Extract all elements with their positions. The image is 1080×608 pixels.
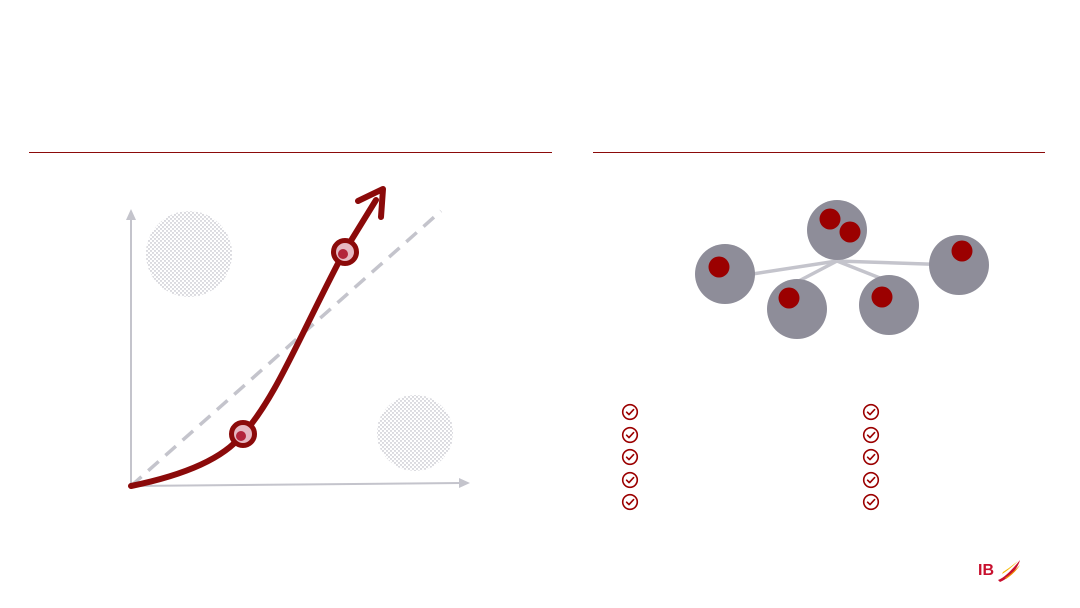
milestone-marker-lower [229,420,257,448]
left-panel-rule [29,152,552,153]
check-circle-icon [621,426,639,443]
checklist-item [862,469,886,492]
logo-text: IB [978,562,994,579]
x-axis-arrowhead [459,478,470,488]
iberia-wing-icon [998,560,1020,582]
checklist-item [621,424,645,447]
node-left [695,244,755,304]
network-diagram [695,200,989,339]
y-axis-arrowhead [126,209,136,220]
checklist-item [621,491,645,514]
link-to-bottom-right-node [836,259,886,282]
stippled-circle-bottom-right [377,395,453,471]
check-circle-icon [862,449,880,466]
check-circle-icon [621,404,639,421]
check-circle-icon [862,494,880,511]
check-circle-icon [621,471,639,488]
x-axis [130,482,462,487]
checklist-right [862,401,886,514]
node-bottom-right [859,275,919,335]
brand-logo: IB [978,558,1030,584]
growth-curve-arrowhead [355,186,386,220]
link-to-left-node [745,259,838,277]
right-panel-rule [593,152,1045,153]
node-right [929,235,989,295]
check-circle-icon [621,449,639,466]
check-circle-icon [862,426,880,443]
check-circle-icon [621,494,639,511]
milestone-marker-upper [331,238,359,266]
node-bottom-left [767,279,827,339]
check-circle-icon [862,471,880,488]
growth-diagram [126,186,470,489]
stippled-circle-top-left [146,211,232,297]
checklist-item [621,446,645,469]
check-circle-icon [862,404,880,421]
linear-reference-line [129,209,443,488]
link-to-bottom-left-node [794,259,838,285]
checklist-item [862,424,886,447]
checklist-item [862,446,886,469]
checklist-item [862,401,886,424]
checklist-item [621,401,645,424]
checklist-left [621,401,645,514]
checklist-item [621,469,645,492]
checklist-item [862,491,886,514]
node-center [807,200,867,260]
